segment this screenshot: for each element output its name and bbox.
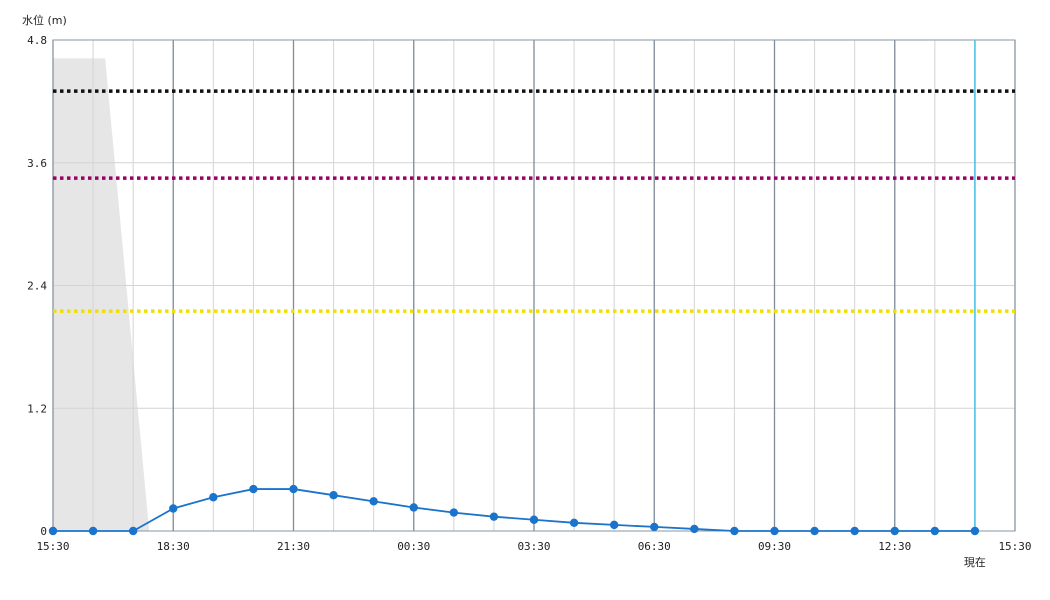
- data-point: [690, 524, 699, 534]
- data-point: [810, 526, 819, 536]
- data-point: [88, 526, 98, 536]
- x-tick-label: 06:30: [638, 540, 671, 553]
- data-point: [369, 497, 378, 506]
- data-point: [449, 508, 459, 517]
- data-point: [48, 526, 58, 536]
- data-point: [890, 526, 899, 536]
- data-point: [930, 526, 940, 536]
- x-tick-label: 15:30: [36, 540, 69, 553]
- data-point: [289, 484, 298, 494]
- y-axis-label: 水位 (m): [22, 13, 67, 27]
- major-gridlines: [52, 39, 1016, 532]
- x-tick-label: 18:30: [157, 540, 190, 553]
- data-point: [850, 526, 859, 536]
- x-tick-label: 00:30: [397, 540, 430, 553]
- data-point: [329, 490, 338, 500]
- data-point: [970, 526, 980, 536]
- data-point: [650, 522, 659, 532]
- x-tick-label: 15:30: [998, 540, 1031, 553]
- y-tick-label: 1.2: [27, 402, 47, 415]
- plot-frame: [52, 39, 1016, 532]
- now-label: 現在: [964, 556, 986, 569]
- y-tick-label: 0: [40, 525, 47, 538]
- x-tick-label: 21:30: [277, 540, 310, 553]
- data-point: [489, 512, 499, 521]
- y-tick-label: 4.8: [27, 34, 47, 47]
- x-tick-label: 12:30: [878, 540, 911, 553]
- now-marker: 現在: [964, 40, 986, 569]
- y-tick-label: 2.4: [27, 280, 47, 293]
- x-tick-label: 09:30: [758, 540, 791, 553]
- data-point: [169, 504, 178, 513]
- series-layer: [48, 484, 980, 536]
- y-tick-label: 3.6: [27, 157, 47, 170]
- data-point: [249, 484, 258, 494]
- tick-labels: 0 1.2 2.4 3.6 4.8 15:30 18:30 21:30 00:30 03:30 06…: [27, 34, 1031, 553]
- x-tick-label: 03:30: [517, 540, 550, 553]
- data-point: [609, 520, 619, 530]
- data-point: [409, 503, 418, 512]
- data-point: [730, 526, 739, 536]
- data-point: [770, 526, 779, 536]
- data-point: [209, 493, 218, 502]
- data-point: [569, 518, 579, 528]
- data-point: [128, 526, 138, 536]
- series-line: [53, 488, 975, 532]
- data-point: [529, 515, 539, 524]
